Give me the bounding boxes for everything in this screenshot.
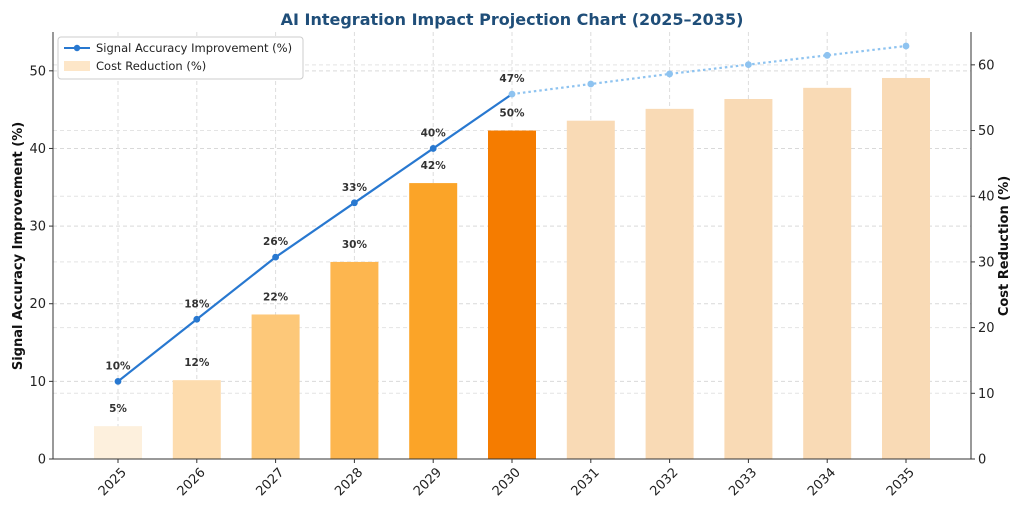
legend-bar-swatch xyxy=(64,61,90,71)
line-label-2026: 18% xyxy=(184,298,210,310)
bar-2031 xyxy=(566,120,615,459)
line-point-2025 xyxy=(114,377,122,385)
data-labels: 5% 12% 22% 30% 42% 50% 10% 18% 26% 33% 40% 47% xyxy=(105,73,525,415)
line-point-2033 xyxy=(745,61,752,69)
bar-2027 xyxy=(251,314,300,459)
line-label-2029: 40% xyxy=(421,127,447,139)
bar-2030 xyxy=(488,130,536,460)
bar-2028 xyxy=(330,261,379,459)
legend: Signal Accuracy Improvement (%) Cost Red… xyxy=(57,36,304,80)
line-label-2028: 33% xyxy=(342,182,368,194)
line-point-2032 xyxy=(666,70,673,78)
chart-title: AI Integration Impact Projection Chart (… xyxy=(281,10,744,29)
line-point-2029 xyxy=(429,145,437,152)
legend-box xyxy=(57,36,304,80)
y-left-tick-label: 20 xyxy=(29,297,46,312)
bar-series xyxy=(94,77,930,460)
y-right-tick-label: 20 xyxy=(978,321,995,336)
bar-2035 xyxy=(882,77,930,459)
bar-2026 xyxy=(172,380,221,459)
line-point-2035 xyxy=(902,42,910,50)
bar-2034 xyxy=(803,87,852,459)
bar-label-2028: 30% xyxy=(342,239,368,251)
line-point-2030 xyxy=(508,90,516,98)
y-right-tick-label: 50 xyxy=(978,124,995,139)
y-left-tick-label: 10 xyxy=(29,375,46,390)
line-point-2027 xyxy=(272,253,279,261)
bar-2033 xyxy=(724,99,773,459)
line-actual xyxy=(117,93,513,383)
y-right-tick-label: 10 xyxy=(978,387,995,402)
line-label-2025: 10% xyxy=(105,360,131,372)
y-right-tick-label: 60 xyxy=(978,58,995,73)
line-series xyxy=(114,42,910,385)
line-point-2026 xyxy=(193,315,201,323)
bar-2025 xyxy=(94,426,142,459)
line-projection xyxy=(511,44,907,96)
line-point-2034 xyxy=(823,51,831,59)
bar-label-2027: 22% xyxy=(263,291,289,303)
legend-line-marker xyxy=(73,44,81,52)
bar-2029 xyxy=(409,183,458,460)
line-label-2030: 47% xyxy=(499,73,525,85)
y-axis-right-label: Cost Reduction (%) xyxy=(997,176,1012,316)
line-label-2027: 26% xyxy=(263,236,289,248)
y-right-tick-label: 0 xyxy=(978,453,986,468)
y-left-tick-label: 0 xyxy=(38,453,46,468)
y-left-tick-label: 30 xyxy=(29,220,46,235)
bar-label-2025: 5% xyxy=(109,403,127,415)
bar-label-2026: 12% xyxy=(184,357,210,369)
legend-line-label: Signal Accuracy Improvement (%) xyxy=(96,41,292,55)
bar-2032 xyxy=(645,108,694,460)
legend-bar-label: Cost Reduction (%) xyxy=(96,59,206,73)
line-point-2031 xyxy=(587,80,595,88)
y-left-tick-label: 50 xyxy=(29,64,46,79)
y-axis-left-label: Signal Accuracy Improvement (%) xyxy=(11,122,26,370)
bar-label-2029: 42% xyxy=(421,160,447,172)
bar-label-2030: 50% xyxy=(499,108,525,120)
y-right-tick-label: 30 xyxy=(978,255,995,270)
y-left-tick-label: 40 xyxy=(29,142,46,157)
line-point-2028 xyxy=(351,199,358,207)
y-right-tick-label: 40 xyxy=(978,190,995,205)
